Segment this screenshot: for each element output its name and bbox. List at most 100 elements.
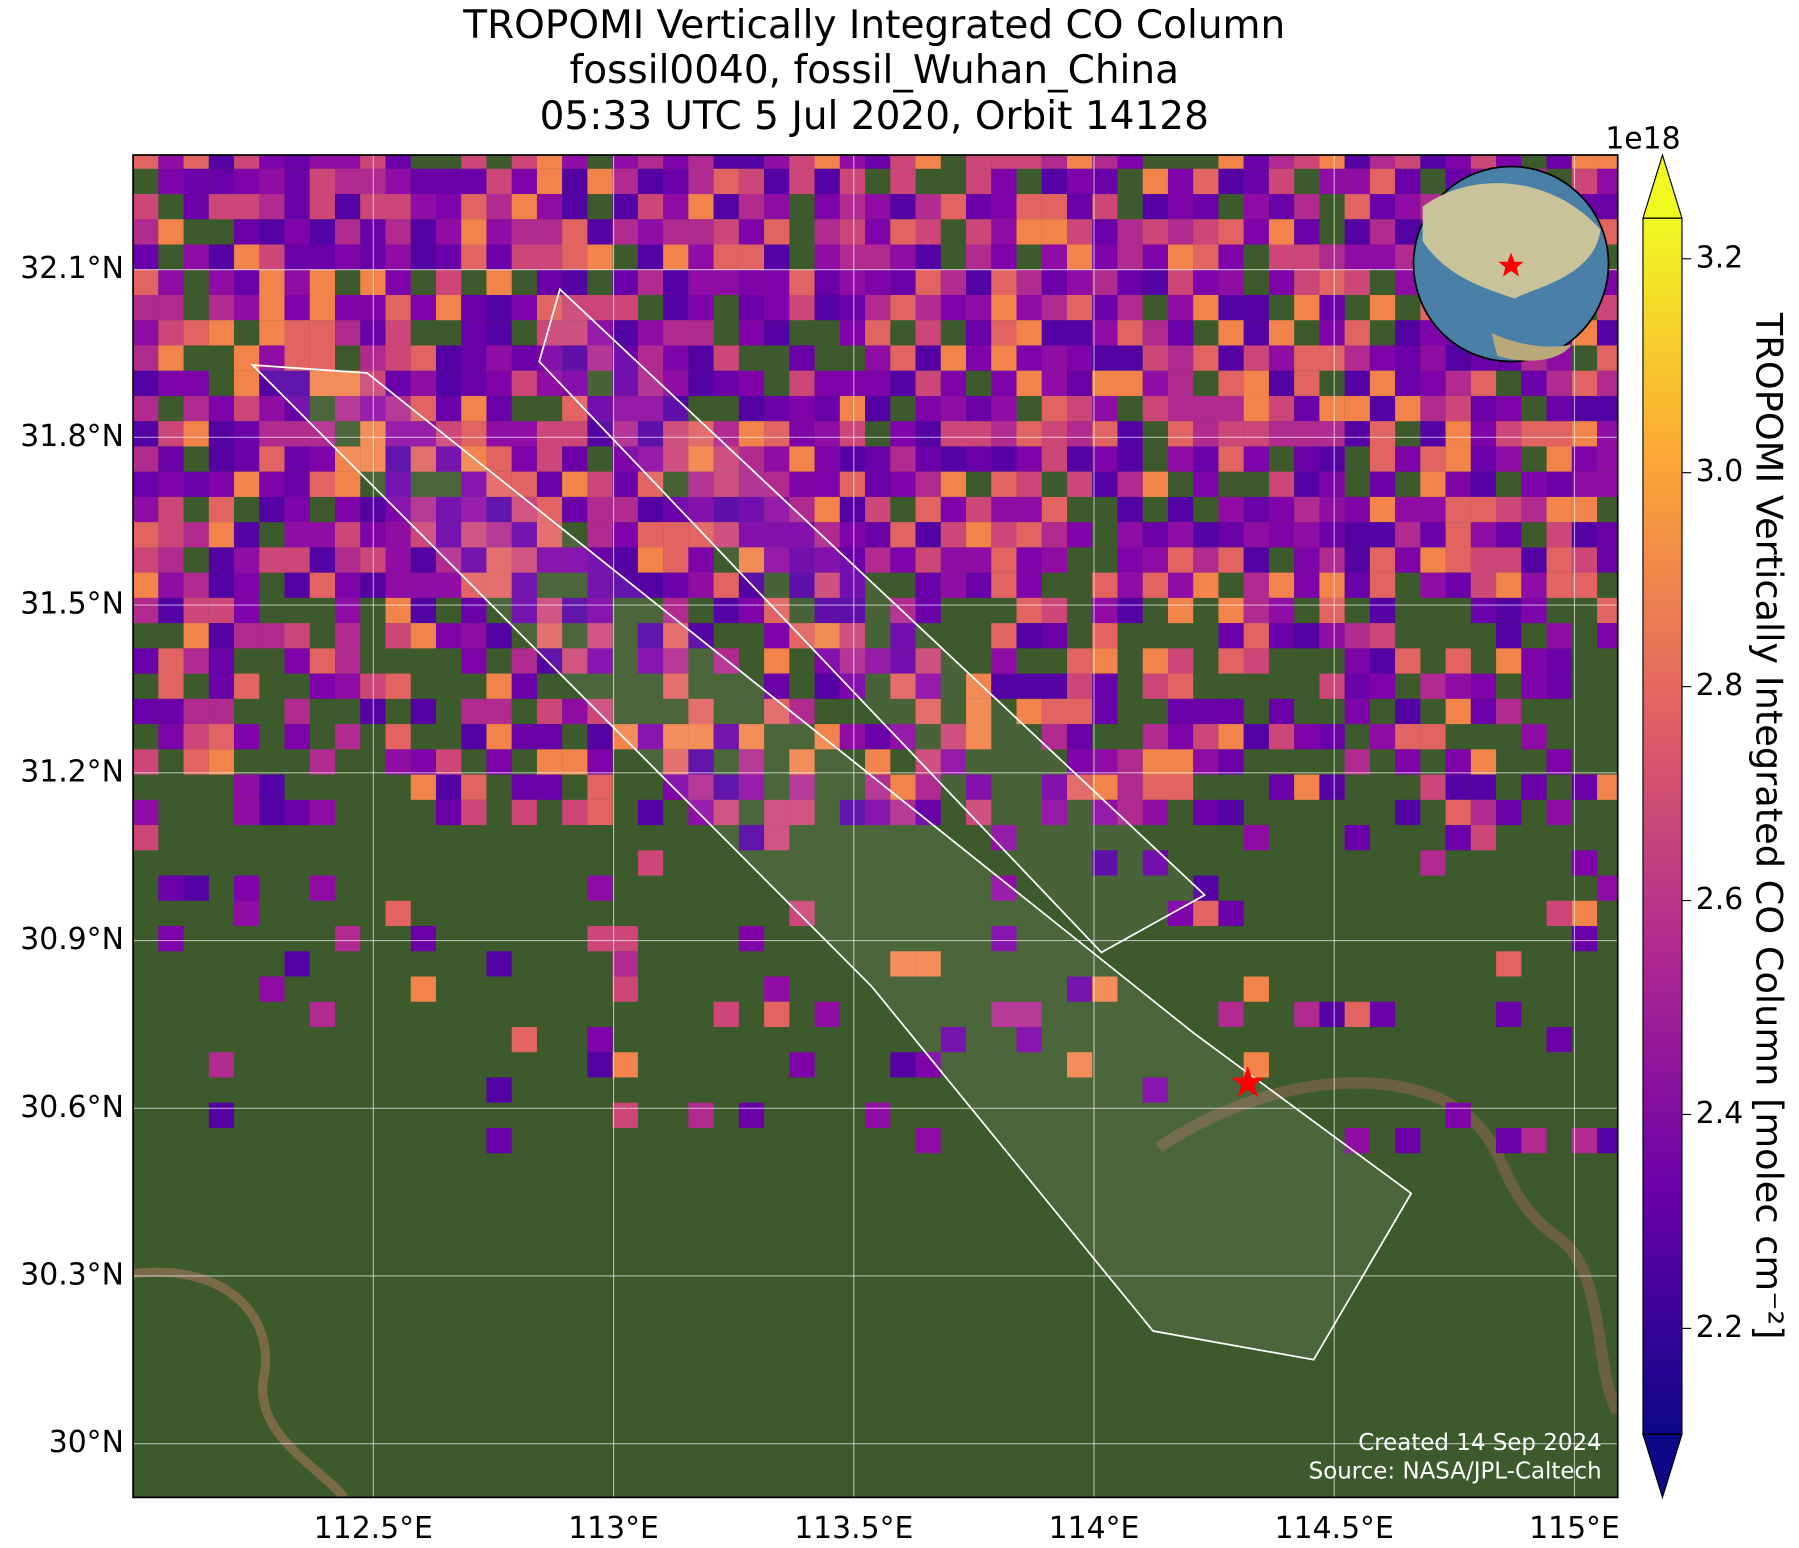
co-pixel: [259, 496, 285, 523]
co-pixel: [839, 244, 866, 270]
co-pixel: [1597, 522, 1618, 548]
co-pixel: [1142, 395, 1168, 422]
co-pixel: [966, 496, 992, 523]
co-pixel: [1597, 1127, 1618, 1154]
co-pixel: [1142, 547, 1168, 573]
co-pixel: [1597, 547, 1618, 573]
co-pixel: [259, 799, 285, 826]
co-pixel: [663, 320, 689, 346]
co-pixel: [335, 168, 361, 195]
co-pixel: [1395, 698, 1421, 725]
co-pixel: [284, 395, 310, 422]
co-pixel: [183, 749, 209, 775]
co-pixel: [410, 623, 436, 649]
co-pixel: [1218, 320, 1244, 346]
co-pixel: [663, 421, 689, 447]
co-pixel: [1117, 799, 1143, 826]
co-pixel: [234, 673, 260, 699]
site-marker: [1231, 1065, 1265, 1097]
co-pixel: [1167, 522, 1194, 548]
co-pixel: [991, 155, 1017, 169]
co-pixel: [234, 900, 260, 927]
co-pixel: [234, 194, 260, 220]
co-pixel: [1496, 1001, 1522, 1027]
co-pixel: [637, 724, 664, 750]
co-pixel: [587, 1026, 613, 1053]
co-pixel: [309, 320, 336, 346]
co-pixel: [234, 875, 260, 901]
co-pixel: [435, 572, 462, 598]
co-pixel: [1496, 446, 1522, 472]
co-pixel: [1571, 572, 1598, 598]
co-pixel: [1117, 421, 1143, 447]
co-pixel: [1067, 724, 1093, 750]
co-pixel: [486, 194, 512, 220]
co-pixel: [991, 194, 1017, 220]
co-pixel: [410, 976, 436, 1002]
co-pixel: [234, 155, 260, 169]
co-pixel: [1167, 648, 1194, 674]
colorbar-tick-label: 2.6: [1696, 882, 1743, 917]
co-pixel: [738, 370, 765, 396]
co-pixel: [1496, 572, 1522, 598]
co-pixel: [890, 244, 916, 270]
co-pixel: [208, 623, 235, 649]
co-pixel: [410, 597, 436, 624]
co-pixel: [966, 168, 992, 195]
co-pixel: [1041, 168, 1068, 195]
co-pixel: [637, 269, 664, 295]
co-pixel: [335, 244, 361, 270]
co-pixel: [1243, 219, 1269, 245]
co-pixel: [183, 244, 209, 270]
co-pixel: [133, 244, 159, 270]
co-pixel: [764, 698, 790, 725]
co-pixel: [1445, 698, 1471, 725]
co-pixel: [1546, 749, 1572, 775]
co-pixel: [234, 370, 260, 396]
co-pixel: [486, 749, 512, 775]
co-pixel: [1420, 522, 1446, 548]
globe-inset: [1412, 165, 1610, 363]
co-pixel: [789, 155, 815, 169]
co-pixel: [1016, 320, 1042, 346]
co-pixel: [1243, 320, 1269, 346]
co-pixel: [637, 446, 664, 472]
co-pixel: [511, 547, 537, 573]
co-pixel: [461, 244, 487, 270]
co-pixel: [461, 547, 487, 573]
co-pixel: [259, 774, 285, 800]
co-pixel: [991, 496, 1017, 523]
co-pixel: [1319, 446, 1345, 472]
co-pixel: [1546, 1026, 1572, 1053]
co-pixel: [208, 522, 235, 548]
co-pixel: [1597, 597, 1618, 624]
co-pixel: [435, 799, 462, 826]
co-pixel: [1597, 471, 1618, 497]
co-pixel: [612, 168, 638, 195]
co-pixel: [789, 446, 815, 472]
co-pixel: [1571, 1127, 1598, 1154]
co-pixel: [1470, 446, 1497, 472]
co-pixel: [688, 698, 714, 725]
co-pixel: [1243, 370, 1269, 396]
co-pixel: [940, 194, 967, 220]
co-pixel: [536, 698, 563, 725]
co-pixel: [259, 976, 285, 1002]
co-pixel: [208, 320, 235, 346]
co-pixel: [688, 370, 714, 396]
co-pixel: [940, 471, 967, 497]
co-pixel: [1344, 421, 1370, 447]
co-pixel: [1092, 749, 1118, 775]
co-pixel: [385, 155, 411, 169]
co-pixel: [435, 446, 462, 472]
co-pixel: [1092, 673, 1118, 699]
co-pixel: [208, 597, 235, 624]
co-pixel: [1445, 1102, 1471, 1128]
co-pixel: [511, 774, 537, 800]
co-pixel: [991, 648, 1017, 674]
co-pixel: [1369, 623, 1396, 649]
co-pixel: [839, 421, 866, 447]
co-pixel: [991, 623, 1017, 649]
river: [133, 1267, 348, 1498]
co-pixel: [915, 547, 941, 573]
